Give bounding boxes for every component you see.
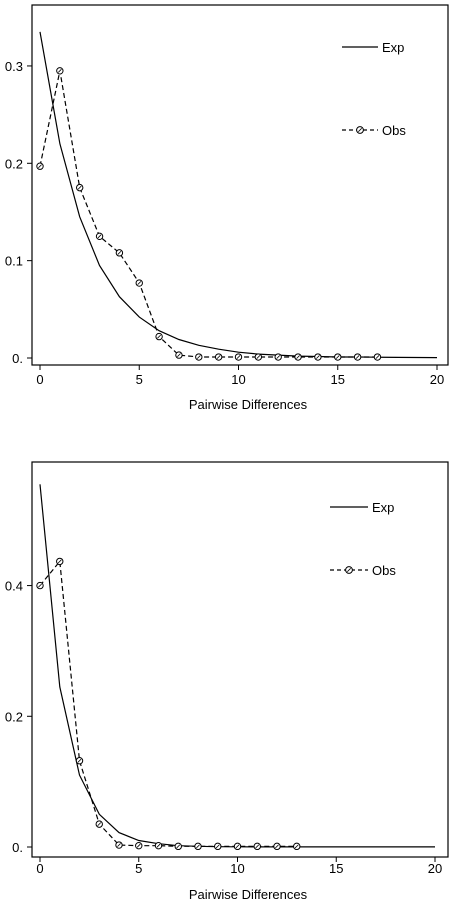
y-tick-label: 0.4 xyxy=(5,579,23,594)
data-point-slash xyxy=(375,355,380,359)
data-point-slash xyxy=(276,355,281,359)
x-tick-label: 15 xyxy=(331,372,345,387)
data-point-slash xyxy=(97,822,102,827)
x-tick-label: 20 xyxy=(430,372,444,387)
data-point-slash xyxy=(275,844,279,849)
x-tick-label: 5 xyxy=(135,861,142,876)
data-point-slash xyxy=(176,844,181,849)
data-point-slash xyxy=(156,843,161,848)
chart-panel-bottom: 0 5 10 15 20 0. 0.2 0.4 Pairwise Differences Exp O… xyxy=(0,456,454,913)
x-tick-label: 15 xyxy=(329,861,343,876)
x-tick-label: 0 xyxy=(36,861,43,876)
data-point-slash xyxy=(136,843,141,848)
data-point-slash xyxy=(38,164,42,169)
data-point-slash xyxy=(196,355,201,359)
x-tick-label: 0 xyxy=(36,372,43,387)
y-tick-label: 0. xyxy=(12,351,23,366)
data-point-slash xyxy=(235,844,240,849)
series-line-exp xyxy=(39,484,435,848)
data-point-slash xyxy=(294,844,299,849)
x-tick-label: 10 xyxy=(231,372,245,387)
data-point-slash xyxy=(255,844,260,849)
legend-label-exp: Exp xyxy=(372,500,394,515)
x-tick-label: 5 xyxy=(136,372,143,387)
plot-frame xyxy=(31,461,449,858)
data-point-slash xyxy=(215,844,220,849)
data-point-slash xyxy=(236,355,241,359)
data-point-slash xyxy=(256,355,261,359)
data-point-slash xyxy=(196,844,200,849)
y-tick-label: 0.1 xyxy=(5,254,23,269)
data-point-slash xyxy=(117,843,121,847)
series-line-obs xyxy=(39,70,378,358)
data-point-slash xyxy=(57,68,62,73)
x-axis-title: Pairwise Differences xyxy=(189,887,308,902)
data-point-slash xyxy=(177,353,181,357)
data-point-slash xyxy=(77,758,82,763)
y-tick-label: 0.2 xyxy=(5,156,23,171)
data-point-slash xyxy=(355,355,360,359)
data-point-slash xyxy=(296,355,300,359)
data-point-slash xyxy=(97,234,102,239)
series-line-obs xyxy=(39,559,297,847)
chart-panel-top: 0 5 10 15 20 0. 0.1 0.2 0.3 Pairwise Differences E… xyxy=(0,0,454,456)
data-point-slash xyxy=(335,355,340,359)
series-line-exp xyxy=(39,31,438,359)
x-tick-label: 10 xyxy=(230,861,244,876)
y-tick-label: 0.3 xyxy=(5,59,23,74)
legend-label-obs: Obs xyxy=(382,123,406,138)
data-point-slash xyxy=(57,559,62,564)
x-axis-title: Pairwise Differences xyxy=(189,397,308,412)
legend-label-obs: Obs xyxy=(372,563,396,578)
data-point-slash xyxy=(157,334,161,339)
data-point-slash xyxy=(117,250,122,255)
data-point-slash xyxy=(77,185,82,190)
plot-frame xyxy=(31,4,449,366)
legend-marker-slash xyxy=(358,128,362,132)
y-tick-label: 0.2 xyxy=(5,709,23,724)
data-point-slash xyxy=(316,355,320,359)
chart-top: 0 5 10 15 20 0. 0.1 0.2 0.3 Pairwise Differences E… xyxy=(5,4,449,412)
y-tick-label: 0. xyxy=(12,840,23,855)
data-point-slash xyxy=(38,583,42,588)
chart-bottom: 0 5 10 15 20 0. 0.2 0.4 Pairwise Differences Exp O… xyxy=(5,461,449,902)
data-point-slash xyxy=(216,355,221,359)
legend-marker-slash xyxy=(347,568,351,572)
x-tick-label: 20 xyxy=(428,861,442,876)
data-point-slash xyxy=(137,281,142,285)
legend-label-exp: Exp xyxy=(382,40,404,55)
